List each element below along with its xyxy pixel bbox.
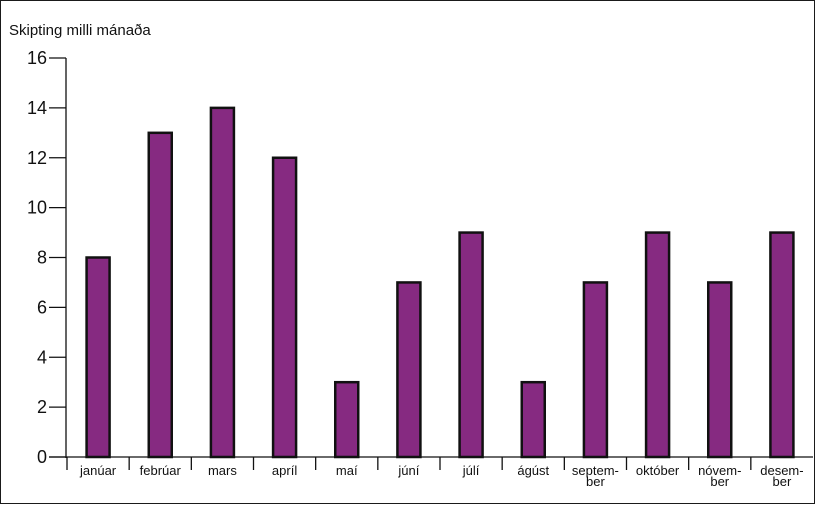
- x-axis: janúar febrúar mars apríl maí júní júlí ágúst se…: [49, 456, 813, 489]
- bar: [85, 256, 111, 459]
- bar: [458, 231, 484, 459]
- x-tick-label: maí: [336, 463, 358, 478]
- bar: [209, 106, 236, 459]
- x-tick-label: júlí: [462, 463, 480, 478]
- bar: [147, 131, 173, 459]
- x-tick-label: febrúar: [140, 463, 182, 478]
- x-tick-label: júní: [397, 463, 419, 478]
- x-tick-label: septem-: [572, 463, 619, 478]
- bar: [707, 281, 733, 459]
- x-tick-label: nóvem-: [698, 463, 741, 478]
- bar: [396, 281, 422, 459]
- x-tick-label: ber: [710, 474, 729, 489]
- x-tick-label: ber: [773, 474, 792, 489]
- y-tick-label: 6: [37, 297, 47, 317]
- x-tick-label: mars: [208, 463, 237, 478]
- x-tick-label: október: [636, 463, 680, 478]
- bar: [769, 231, 795, 459]
- bar: [582, 281, 609, 459]
- y-tick-label: 10: [27, 198, 47, 218]
- bar: [334, 380, 360, 459]
- x-tick-label: ágúst: [517, 463, 549, 478]
- y-tick-label: 16: [27, 48, 47, 68]
- x-tick-label: desem-: [760, 463, 803, 478]
- bars: [85, 106, 795, 459]
- x-tick-label: ber: [586, 474, 605, 489]
- y-tick-label: 4: [37, 347, 47, 367]
- y-tick-label: 2: [37, 397, 47, 417]
- chart-title: Skipting milli mánaða: [9, 22, 151, 39]
- y-axis: 0 2 4 6 8 10 12 14 16: [27, 48, 67, 467]
- bar: [644, 231, 671, 459]
- y-tick-label: 8: [37, 248, 47, 268]
- bar: [271, 156, 298, 459]
- y-tick-label: 0: [37, 447, 47, 467]
- y-tick-label: 12: [27, 148, 47, 168]
- x-tick-label: janúar: [79, 463, 117, 478]
- x-tick-label: apríl: [272, 463, 297, 478]
- y-tick-label: 14: [27, 98, 47, 118]
- bar: [520, 380, 546, 459]
